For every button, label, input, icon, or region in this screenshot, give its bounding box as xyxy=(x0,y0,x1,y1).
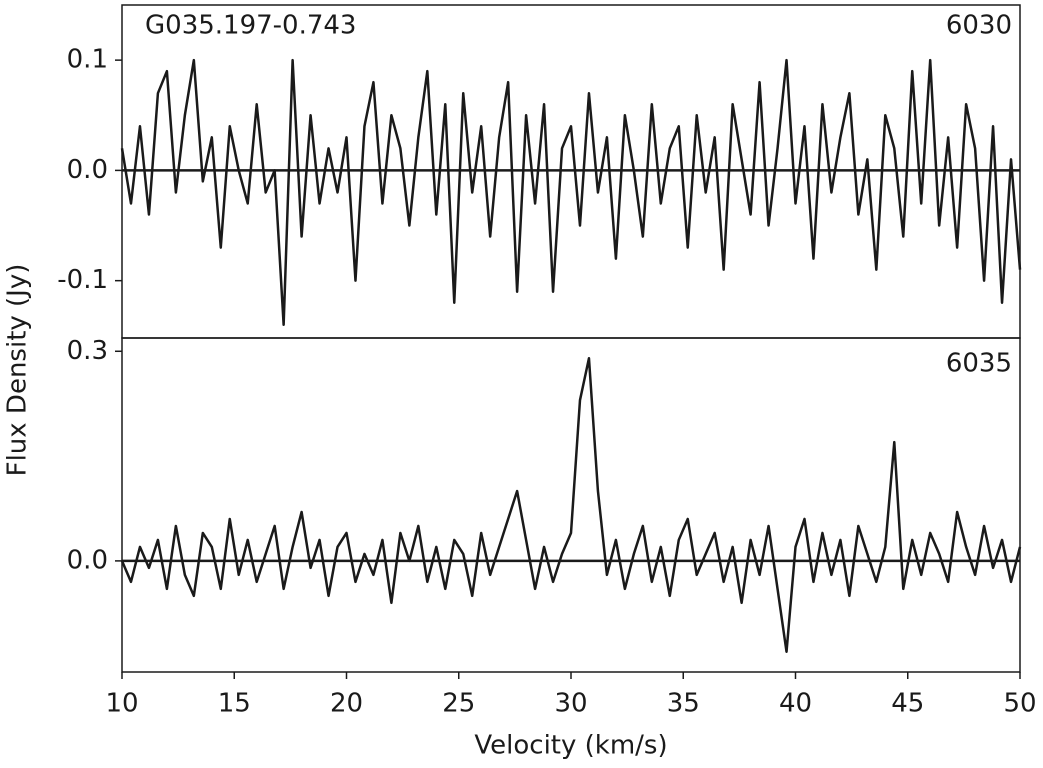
x-tick-label: 45 xyxy=(891,689,924,719)
x-tick-label: 40 xyxy=(779,689,812,719)
y-axis-label: Flux Density (Jy) xyxy=(3,264,33,477)
x-tick-label: 10 xyxy=(105,689,138,719)
x-tick-label: 50 xyxy=(1003,689,1036,719)
chart-title: G035.197-0.743 xyxy=(145,11,356,41)
x-tick-label: 35 xyxy=(667,689,700,719)
y-tick-label: 0.3 xyxy=(67,336,108,366)
plot-frame xyxy=(121,337,1021,673)
panel-label: 6035 xyxy=(946,349,1012,379)
y-tick-label: 0.0 xyxy=(67,545,108,575)
y-tick-label: -0.1 xyxy=(57,265,108,295)
x-axis-label: Velocity (km/s) xyxy=(474,731,667,761)
spectrum-line xyxy=(120,357,1022,653)
x-tick-label: 15 xyxy=(218,689,251,719)
x-tick-label: 25 xyxy=(442,689,475,719)
panel-label: 6030 xyxy=(946,11,1012,41)
x-tick-label: 30 xyxy=(554,689,587,719)
y-tick-label: 0.0 xyxy=(67,155,108,185)
y-tick-label: 0.1 xyxy=(67,45,108,75)
x-tick-label: 20 xyxy=(330,689,363,719)
spectrum-line xyxy=(120,58,1022,327)
